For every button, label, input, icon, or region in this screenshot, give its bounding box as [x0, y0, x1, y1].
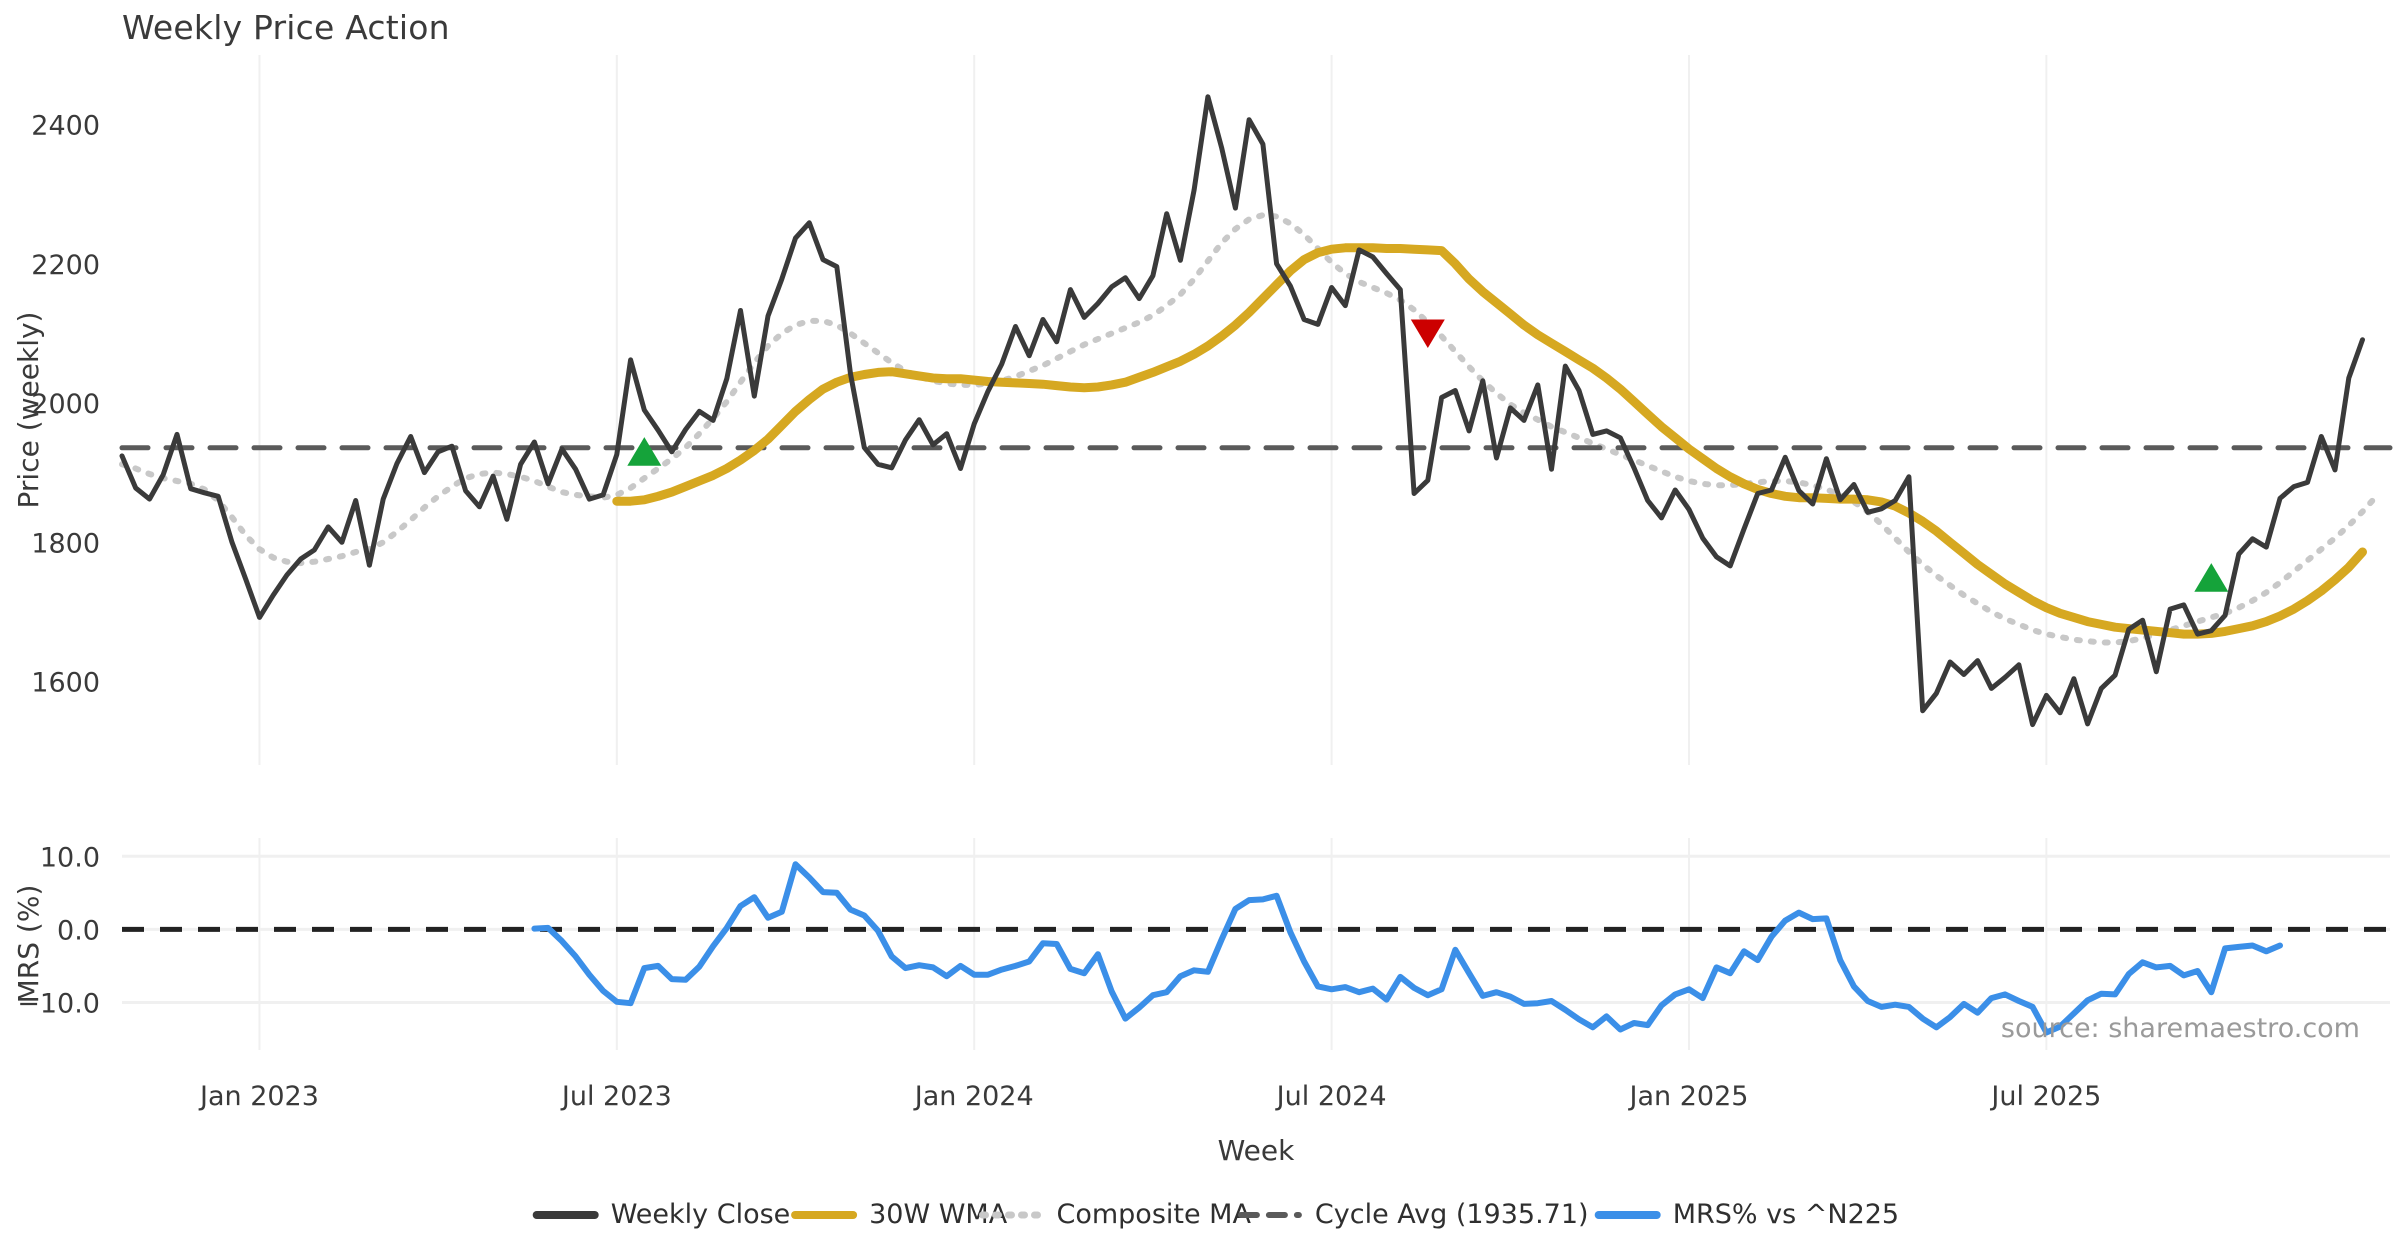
xtick-4: Jan 2025: [1628, 1081, 1749, 1112]
series-mrs: [531, 861, 2283, 1036]
mrs-panel-bg: [122, 838, 2390, 1050]
price-ytick-1800: 1800: [31, 528, 100, 559]
price-ytick-2200: 2200: [31, 250, 100, 281]
buy-marker-0: [627, 437, 662, 466]
watermark-text: source: sharemaestro.com: [2001, 1013, 2360, 1044]
price-ytick-2000: 2000: [31, 389, 100, 420]
page-title: Weekly Price Action: [122, 8, 450, 47]
chart-legend: Weekly Close 30W WMA Composite MA Cycle Avg…: [532, 1199, 1899, 1230]
xtick-1: Jul 2023: [560, 1081, 672, 1112]
price-panel-bg: [122, 55, 2390, 765]
mrs-axis-label: MRS (%): [12, 885, 45, 1004]
series-30w-wma: [612, 243, 2367, 639]
xtick-2: Jan 2024: [913, 1081, 1034, 1112]
xtick-0: Jan 2023: [198, 1081, 319, 1112]
series-weekly-close: [119, 94, 2365, 728]
mrs-ytick-10: 10.0: [40, 842, 100, 873]
legend-weekly-close-label[interactable]: Weekly Close: [611, 1199, 791, 1230]
legend-mrs-label[interactable]: MRS% vs ^N225: [1673, 1199, 1899, 1230]
x-axis-label: Week: [1218, 1134, 1295, 1167]
mrs-ytick--10: −10.0: [17, 988, 100, 1019]
xtick-5: Jul 2025: [1989, 1081, 2101, 1112]
sell-marker-1: [1410, 319, 1445, 349]
legend-cycle-avg-label[interactable]: Cycle Avg (1935.71): [1315, 1199, 1589, 1230]
xtick-3: Jul 2024: [1275, 1081, 1387, 1112]
legend-composite-ma-label[interactable]: Composite MA: [1057, 1199, 1252, 1230]
price-ytick-1600: 1600: [31, 667, 100, 698]
buy-marker-2: [2194, 563, 2229, 592]
price-ytick-2400: 2400: [31, 111, 100, 142]
mrs-ytick-0: 0.0: [57, 915, 100, 946]
series-composite-ma: [119, 212, 2380, 646]
price-axis-label: Price (weekly): [12, 312, 45, 509]
